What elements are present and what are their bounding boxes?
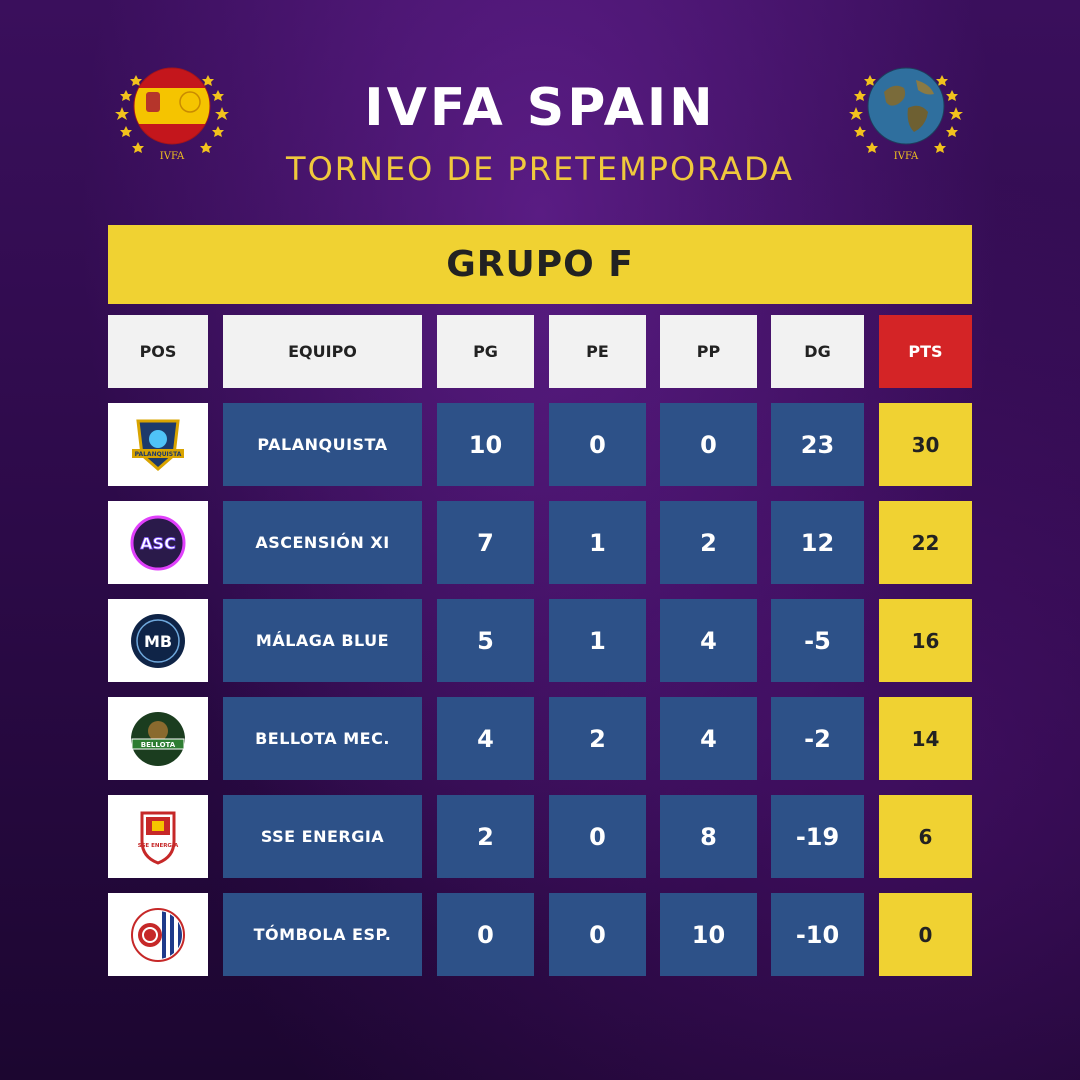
header-pe: PE bbox=[549, 315, 646, 388]
svg-text:SSE ENERGIA: SSE ENERGIA bbox=[138, 843, 179, 849]
team-name: TÓMBOLA ESP. bbox=[223, 893, 422, 976]
ascension-logo-icon: ASC bbox=[108, 501, 208, 584]
bellota-logo-icon: BELLOTA bbox=[108, 697, 208, 780]
stat-pg: 0 bbox=[437, 893, 534, 976]
svg-text:MB: MB bbox=[144, 632, 172, 651]
svg-text:BELLOTA: BELLOTA bbox=[141, 741, 176, 749]
stat-pp: 10 bbox=[660, 893, 757, 976]
stat-pg: 5 bbox=[437, 599, 534, 682]
stat-pg: 4 bbox=[437, 697, 534, 780]
stat-pg: 2 bbox=[437, 795, 534, 878]
tombola-logo-icon bbox=[108, 893, 208, 976]
stat-pe: 1 bbox=[549, 501, 646, 584]
stat-pp: 8 bbox=[660, 795, 757, 878]
stat-pe: 2 bbox=[549, 697, 646, 780]
group-title: GRUPO F bbox=[446, 244, 634, 285]
stat-pe: 0 bbox=[549, 893, 646, 976]
stat-dg: -19 bbox=[771, 795, 864, 878]
team-name: SSE ENERGIA bbox=[223, 795, 422, 878]
malaga-blue-logo-icon: MB bbox=[108, 599, 208, 682]
palanquista-logo-icon: PALANQUISTA bbox=[108, 403, 208, 486]
stat-pts: 0 bbox=[879, 893, 972, 976]
stat-pts: 16 bbox=[879, 599, 972, 682]
spain-ball-emblem-icon: IVFA bbox=[112, 62, 232, 162]
team-name: ASCENSIÓN XI bbox=[223, 501, 422, 584]
stat-pp: 0 bbox=[660, 403, 757, 486]
stat-pe: 0 bbox=[549, 403, 646, 486]
stat-dg: -10 bbox=[771, 893, 864, 976]
stat-pg: 10 bbox=[437, 403, 534, 486]
stat-pts: 6 bbox=[879, 795, 972, 878]
svg-text:PALANQUISTA: PALANQUISTA bbox=[135, 451, 182, 458]
stat-dg: -2 bbox=[771, 697, 864, 780]
sse-energia-logo-icon: SSE ENERGIA bbox=[108, 795, 208, 878]
stat-dg: 23 bbox=[771, 403, 864, 486]
header-equipo: EQUIPO bbox=[223, 315, 422, 388]
team-name: MÁLAGA BLUE bbox=[223, 599, 422, 682]
stat-dg: 12 bbox=[771, 501, 864, 584]
svg-text:IVFA: IVFA bbox=[160, 151, 185, 162]
stat-pts: 14 bbox=[879, 697, 972, 780]
group-banner: GRUPO F bbox=[108, 225, 972, 304]
stat-pts: 22 bbox=[879, 501, 972, 584]
stat-pts: 30 bbox=[879, 403, 972, 486]
header-dg: DG bbox=[771, 315, 864, 388]
globe-ball-emblem-icon: IVFA bbox=[846, 62, 966, 162]
stat-dg: -5 bbox=[771, 599, 864, 682]
header-pts: PTS bbox=[879, 315, 972, 388]
stat-pp: 4 bbox=[660, 697, 757, 780]
stat-pp: 4 bbox=[660, 599, 757, 682]
header-pp: PP bbox=[660, 315, 757, 388]
stat-pe: 0 bbox=[549, 795, 646, 878]
svg-text:IVFA: IVFA bbox=[894, 151, 919, 162]
page-subtitle: TORNEO DE PRETEMPORADA bbox=[286, 150, 794, 188]
svg-text:ASC: ASC bbox=[140, 534, 176, 553]
page-title: IVFA SPAIN bbox=[364, 78, 716, 138]
stat-pp: 2 bbox=[660, 501, 757, 584]
stat-pg: 7 bbox=[437, 501, 534, 584]
team-name: PALANQUISTA bbox=[223, 403, 422, 486]
header-pg: PG bbox=[437, 315, 534, 388]
team-name: BELLOTA MEC. bbox=[223, 697, 422, 780]
header-pos: POS bbox=[108, 315, 208, 388]
stat-pe: 1 bbox=[549, 599, 646, 682]
